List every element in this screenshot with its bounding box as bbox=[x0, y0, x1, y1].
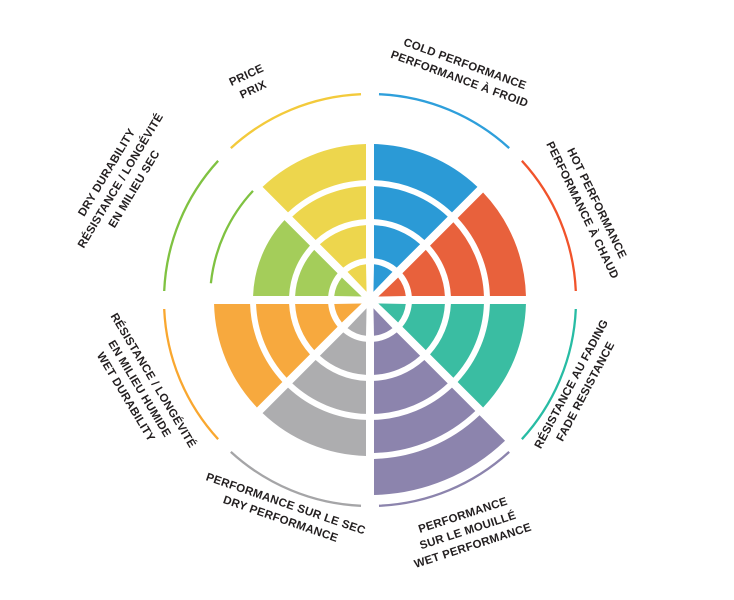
sector-price-ring-3 bbox=[292, 186, 366, 240]
sector-wet-performance-outer-arc bbox=[378, 451, 510, 507]
sector-cold-performance-ring-1 bbox=[373, 264, 393, 292]
sector-cold-performance-outer-arc bbox=[378, 93, 510, 149]
sector-dry-durability-inner-arc bbox=[209, 190, 254, 284]
sector-fade-resistance-ring-3 bbox=[430, 304, 484, 378]
sector-hot-performance bbox=[378, 160, 577, 297]
sector-wet-durability-ring-3 bbox=[256, 304, 310, 378]
sector-wet-durability-ring-4 bbox=[214, 304, 283, 408]
sector-hot-performance-ring-2 bbox=[402, 249, 445, 296]
sector-price-ring-2 bbox=[319, 225, 366, 268]
sector-wet-durability-outer-arc bbox=[163, 308, 219, 440]
sector-dry-performance-ring-4 bbox=[262, 387, 366, 456]
sector-wet-performance-ring-1 bbox=[373, 308, 393, 336]
sector-cold-performance-ring-2 bbox=[374, 225, 421, 268]
sector-fade-resistance-ring-2 bbox=[402, 304, 445, 351]
sector-hot-performance-ring-3 bbox=[430, 222, 484, 296]
sector-price bbox=[230, 93, 367, 292]
sector-wet-durability-ring-1 bbox=[334, 303, 362, 323]
sector-wet-performance-ring-4 bbox=[374, 387, 476, 453]
sector-wet-durability bbox=[163, 303, 362, 440]
sector-dry-performance-ring-1 bbox=[347, 308, 367, 336]
sector-hot-performance-outer-arc bbox=[521, 160, 577, 292]
sector-cold-performance-ring-3 bbox=[374, 186, 448, 240]
sector-hot-performance-ring-4 bbox=[457, 192, 526, 296]
sector-wet-performance-ring-2 bbox=[374, 332, 421, 375]
sector-dry-durability-ring-2 bbox=[295, 249, 338, 296]
sector-dry-performance-ring-3 bbox=[292, 360, 366, 414]
sector-price-outer-arc bbox=[230, 93, 362, 149]
sector-dry-durability bbox=[163, 160, 362, 297]
sector-fade-resistance-outer-arc bbox=[521, 308, 577, 440]
sector-dry-performance-ring-2 bbox=[319, 332, 366, 375]
sector-fade-resistance bbox=[378, 303, 577, 440]
sector-hot-performance-ring-1 bbox=[378, 277, 406, 297]
sector-wet-durability-ring-2 bbox=[295, 304, 338, 351]
sector-wet-performance bbox=[373, 308, 510, 507]
sector-dry-performance bbox=[230, 308, 367, 507]
sector-wet-performance-ring-5 bbox=[374, 415, 506, 495]
sector-price-ring-1 bbox=[347, 264, 367, 292]
sector-cold-performance bbox=[373, 93, 510, 292]
sector-dry-durability-ring-1 bbox=[334, 277, 362, 297]
sector-wet-performance-ring-3 bbox=[374, 360, 448, 414]
sector-dry-performance-outer-arc bbox=[230, 451, 362, 507]
sector-cold-performance-ring-4 bbox=[374, 144, 478, 213]
sector-dry-durability-ring-3 bbox=[253, 220, 310, 296]
sector-fade-resistance-ring-4 bbox=[457, 304, 526, 408]
sector-fade-resistance-ring-1 bbox=[378, 303, 406, 323]
sector-dry-durability-outer-arc bbox=[163, 160, 219, 292]
sector-price-ring-4 bbox=[262, 144, 366, 213]
